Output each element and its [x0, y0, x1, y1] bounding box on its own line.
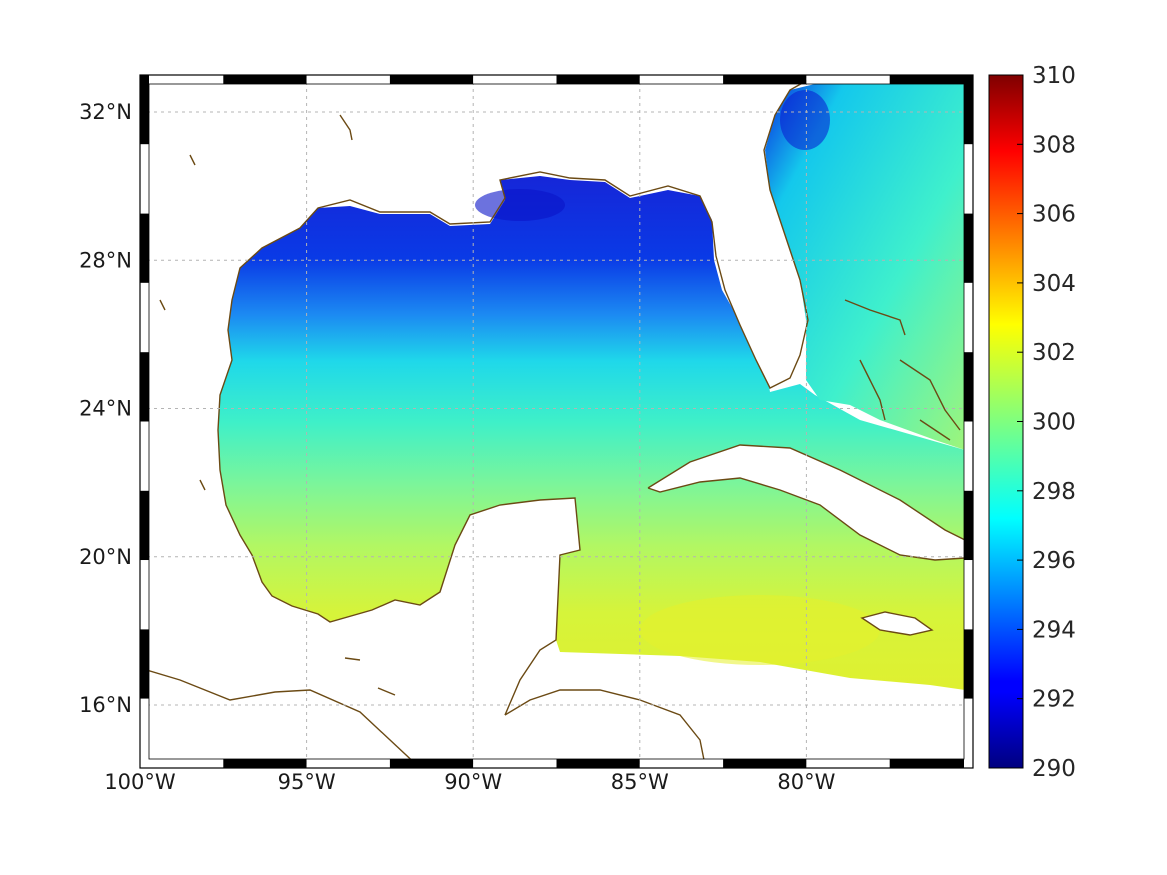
- frame-left-segment: [140, 213, 149, 283]
- frame-top-segment: [806, 75, 890, 84]
- colorbar-tick-label-8: 306: [1032, 202, 1076, 228]
- frame-left-segment: [140, 75, 149, 145]
- coastline-mexico-west: [217, 429, 581, 716]
- cool-patch-nw-gulf: [475, 189, 565, 221]
- frame-right-segment: [964, 75, 973, 145]
- latitude-tick-labels: 32°N 28°N 24°N 20°N 16°N: [79, 100, 132, 717]
- colorbar-tick-label-7: 304: [1032, 271, 1076, 297]
- frame-right-segment: [964, 490, 973, 561]
- colorbar-tick-label-2: 294: [1032, 617, 1076, 643]
- land-mexico-yucatan: [140, 498, 580, 768]
- frame-bottom-segment: [223, 759, 307, 768]
- frame-right-segment: [964, 560, 973, 630]
- colorbar-tick-label-3: 296: [1032, 548, 1076, 574]
- land-cuba: [648, 445, 965, 560]
- frame-top-segment: [473, 75, 557, 84]
- coastlines: [140, 75, 966, 768]
- colorbar-tick-labels: 290 292 294 296 298 300 302 304 306 308 310: [1017, 63, 1076, 782]
- frame-top-segment: [723, 75, 807, 84]
- colorbar-tick-label-6: 302: [1032, 340, 1076, 366]
- coastline-bahamas: [844, 299, 961, 441]
- frame-top-segment: [140, 75, 224, 84]
- colorbar-tick-label-1: 292: [1032, 687, 1076, 713]
- coastline-pacific: [140, 667, 421, 768]
- frame-top-segment: [306, 75, 390, 84]
- frame-right-segment: [964, 352, 973, 422]
- frame-top-segment: [639, 75, 724, 84]
- frame-outline: [139, 74, 974, 769]
- frame-left-segment: [140, 421, 149, 491]
- frame-right-segment: [964, 213, 973, 283]
- lon-tick-label-1: 95°W: [278, 770, 336, 794]
- lon-tick-label-0: 100°W: [104, 770, 176, 794]
- lon-tick-label-4: 80°W: [777, 770, 835, 794]
- frame-left-segment: [140, 490, 149, 561]
- colorbar-tick-label-0: 290: [1032, 756, 1076, 782]
- frame-right-segment: [964, 144, 973, 214]
- lat-tick-label-0: 32°N: [79, 100, 132, 124]
- frame-bottom-segment: [140, 759, 224, 768]
- lat-tick-label-4: 16°N: [79, 693, 132, 717]
- coastline-small-islands: [159, 114, 396, 696]
- warm-patch-caribbean: [640, 595, 880, 665]
- coastline-jamaica: [860, 611, 934, 636]
- graticule: [140, 75, 973, 768]
- colorbar-tick-label-4: 298: [1032, 479, 1076, 505]
- frame-left-segment: [140, 698, 149, 768]
- frame-top-segment: [889, 75, 973, 84]
- coastline-cuba: [647, 444, 966, 561]
- frame-left-segment: [140, 144, 149, 214]
- frame-bottom-segment: [389, 759, 474, 768]
- coastline-central-america: [504, 689, 706, 766]
- lat-tick-label-2: 24°N: [79, 397, 132, 421]
- colorbar-tick-label-5: 300: [1032, 410, 1076, 436]
- frame-top-segment: [556, 75, 640, 84]
- frame-right-segment: [964, 282, 973, 353]
- frame-bottom-segment: [806, 759, 890, 768]
- colorbar: 290 292 294 296 298 300 302 304 306 308 310: [988, 63, 1076, 782]
- frame-top-segment: [389, 75, 474, 84]
- map-frame: [139, 74, 974, 769]
- lat-tick-label-1: 28°N: [79, 248, 132, 272]
- longitude-tick-labels: 100°W 95°W 90°W 85°W 80°W: [104, 770, 835, 794]
- frame-left-segment: [140, 629, 149, 699]
- frame-right-segment: [964, 629, 973, 699]
- lon-tick-label-3: 85°W: [611, 770, 669, 794]
- frame-top-segment: [223, 75, 307, 84]
- frame-bottom-segment: [723, 759, 807, 768]
- frame-bottom-segment: [306, 759, 390, 768]
- frame-left-segment: [140, 560, 149, 630]
- frame-left-segment: [140, 282, 149, 353]
- lat-tick-label-3: 20°N: [79, 545, 132, 569]
- cool-patch-ne-atlantic: [780, 90, 830, 150]
- lon-tick-label-2: 90°W: [444, 770, 502, 794]
- colorbar-tick-label-10: 310: [1032, 63, 1076, 89]
- sst-field-atlantic: [765, 84, 965, 450]
- frame-bottom-segment: [889, 759, 973, 768]
- frame-inner-outline: [148, 83, 965, 760]
- colorbar-tick-label-9: 308: [1032, 132, 1076, 158]
- land-florida: [712, 200, 800, 388]
- frame-bottom-segment: [473, 759, 557, 768]
- frame-left-segment: [140, 352, 149, 422]
- sst-field-gulf: [218, 176, 965, 690]
- frame-bottom-segment: [639, 759, 724, 768]
- map-plot-area: [140, 75, 973, 768]
- frame-bottom-segment: [556, 759, 640, 768]
- frame-right-segment: [964, 698, 973, 768]
- frame-right-segment: [964, 421, 973, 491]
